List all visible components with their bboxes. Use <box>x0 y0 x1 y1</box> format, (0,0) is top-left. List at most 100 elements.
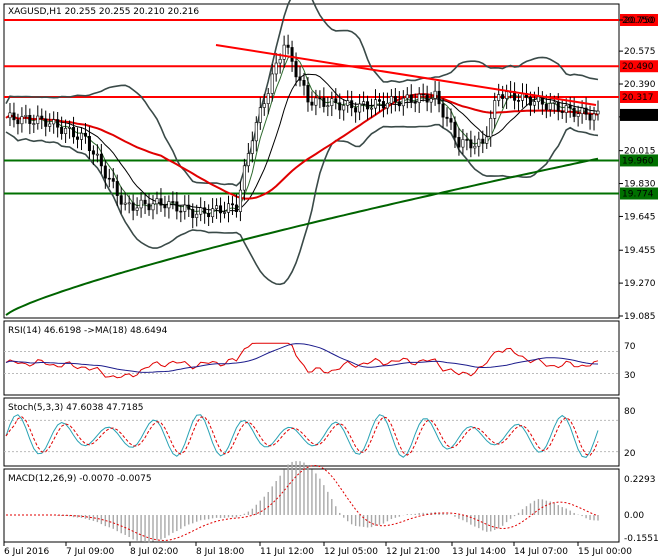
bollinger-lower <box>5 123 599 286</box>
candle-body <box>211 208 215 218</box>
candle-body <box>207 212 211 218</box>
candle-body <box>242 165 246 191</box>
candle-body <box>254 122 258 142</box>
candle-body <box>477 138 481 147</box>
candle-body <box>294 61 298 78</box>
candle-body <box>469 139 473 149</box>
candle-body <box>163 204 167 209</box>
candle-body <box>230 203 234 206</box>
candle-body <box>413 101 417 104</box>
candle-body <box>199 207 203 215</box>
candle-body <box>95 153 99 156</box>
level-label: 20.490 <box>622 62 654 72</box>
candle-body <box>350 100 354 109</box>
candle-body <box>83 132 87 137</box>
rsi-panel[interactable] <box>3 320 620 396</box>
candle-body <box>274 62 278 75</box>
candle-body <box>326 105 330 107</box>
rsi-ma-line <box>5 343 599 373</box>
rsi-level-70: 70 <box>624 342 636 352</box>
candle-body <box>147 203 151 211</box>
stoch-main-line <box>5 414 599 458</box>
candle-body <box>24 114 28 117</box>
time-tick-label: 12 Jul 21:00 <box>386 547 440 557</box>
candle-body <box>155 198 159 205</box>
candle-body <box>250 140 254 154</box>
candle-body <box>548 103 552 110</box>
candle-body <box>68 127 72 129</box>
candle-body <box>107 177 111 180</box>
time-tick-label: 11 Jul 12:00 <box>260 547 314 557</box>
ma-fast-line <box>5 54 599 215</box>
candle-body <box>564 105 568 113</box>
candle-body <box>433 90 437 99</box>
price-tick-label: 19.830 <box>624 180 656 190</box>
stochastic-lines <box>4 414 619 458</box>
candle-body <box>270 73 274 94</box>
ma-red-line <box>5 93 599 200</box>
level-label: 20.750 <box>622 16 654 26</box>
candle-body <box>48 123 52 127</box>
candle-body <box>497 94 501 101</box>
candle-body <box>99 153 103 167</box>
candle-body <box>266 93 270 104</box>
candle-body <box>87 135 91 152</box>
horizontal-levels: 20.750 20.490 20.317 19.960 19.774 20.216 <box>4 14 658 200</box>
candle-body <box>223 212 227 214</box>
candle-body <box>381 101 385 109</box>
candle-body <box>20 116 24 125</box>
candle-body <box>536 96 540 102</box>
candle-body <box>377 99 381 102</box>
candle-body <box>346 100 350 106</box>
candle-body <box>385 102 389 109</box>
candle-body <box>52 119 56 125</box>
level-label-bg <box>620 60 658 73</box>
price-axis: 20.750 20.575 20.390 20.205 20.015 19.830 19.6… <box>619 16 656 322</box>
candle-body <box>572 107 576 117</box>
candle-body <box>393 96 397 102</box>
candle-body <box>445 116 449 119</box>
level-label-bg <box>620 90 658 103</box>
candle-body <box>374 99 378 109</box>
candle-body <box>362 101 366 105</box>
candle-body <box>314 97 318 106</box>
candle-body <box>203 207 207 214</box>
time-tick-label: 15 Jul 00:00 <box>578 547 632 557</box>
candle-body <box>461 139 465 148</box>
candle-body <box>258 107 262 123</box>
candle-body <box>302 80 306 86</box>
candle-body <box>528 96 532 106</box>
macd-panel[interactable] <box>3 468 620 543</box>
candle-body <box>56 119 60 128</box>
ma-mid-line <box>5 73 599 212</box>
candle-body <box>246 153 250 167</box>
candle-body <box>441 103 445 118</box>
price-tick-label: 19.645 <box>624 212 656 222</box>
time-tick-label: 6 Jul 2016 <box>4 547 49 557</box>
candle-body <box>489 118 493 138</box>
candle-body <box>576 113 580 117</box>
level-label-bg <box>620 187 658 200</box>
level-label-bg <box>620 154 658 167</box>
resistance-trendline <box>215 44 597 106</box>
candle-body <box>64 128 68 134</box>
candle-body <box>501 94 505 99</box>
macd-histogram <box>6 461 599 543</box>
price-tick-label: 19.270 <box>624 279 656 289</box>
candle-body <box>298 76 302 81</box>
candle-body <box>453 121 457 138</box>
candle-body <box>397 101 401 107</box>
candle-body <box>592 113 596 121</box>
candle-body <box>72 127 76 138</box>
candle-body <box>322 97 326 107</box>
candle-body <box>588 113 592 121</box>
candle-body <box>175 201 179 212</box>
candle-body <box>262 103 266 108</box>
candle-body <box>370 107 374 110</box>
candle-body <box>505 91 509 99</box>
candle-body <box>119 195 123 205</box>
candle-body <box>187 204 191 210</box>
candle-body <box>32 123 36 125</box>
macd-level-zero: 0.00 <box>624 511 644 521</box>
